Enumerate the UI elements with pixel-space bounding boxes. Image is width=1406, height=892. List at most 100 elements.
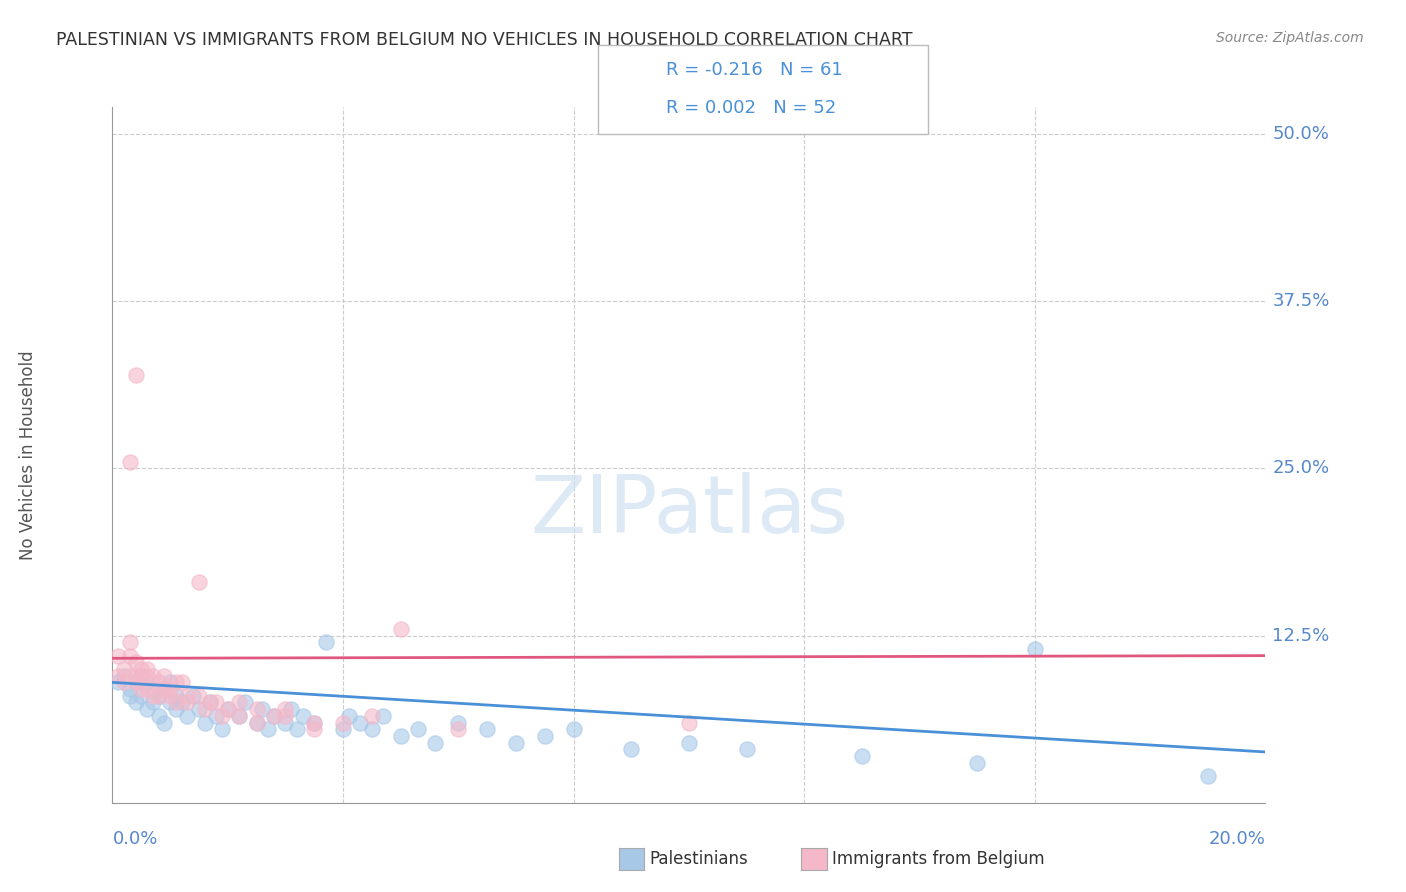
- Point: [389, 622, 412, 636]
- Point: [118, 635, 141, 649]
- Point: [107, 648, 129, 663]
- Text: 50.0%: 50.0%: [1272, 125, 1329, 143]
- Point: [194, 715, 217, 730]
- Point: [136, 662, 159, 676]
- Point: [332, 723, 354, 737]
- Point: [200, 696, 222, 710]
- Point: [304, 723, 326, 737]
- Text: Source: ZipAtlas.com: Source: ZipAtlas.com: [1216, 31, 1364, 45]
- Point: [129, 662, 153, 676]
- Point: [118, 689, 141, 703]
- Point: [228, 696, 250, 710]
- Point: [124, 675, 146, 690]
- Point: [447, 715, 470, 730]
- Point: [142, 681, 165, 696]
- Point: [332, 715, 354, 730]
- Point: [170, 696, 193, 710]
- Point: [211, 708, 233, 723]
- Point: [142, 669, 165, 683]
- Point: [274, 702, 297, 716]
- Point: [373, 708, 395, 723]
- Point: [562, 723, 585, 737]
- Point: [211, 723, 233, 737]
- Point: [170, 675, 193, 690]
- Point: [136, 669, 159, 683]
- Point: [349, 715, 371, 730]
- Point: [205, 696, 228, 710]
- Point: [304, 715, 326, 730]
- Point: [315, 635, 337, 649]
- Point: [142, 689, 165, 703]
- Point: [124, 696, 146, 710]
- Point: [148, 708, 170, 723]
- Point: [851, 749, 873, 764]
- Point: [233, 696, 256, 710]
- Point: [165, 675, 187, 690]
- Text: 25.0%: 25.0%: [1272, 459, 1330, 477]
- Point: [165, 696, 187, 710]
- Point: [124, 368, 146, 382]
- Point: [148, 675, 170, 690]
- Point: [475, 723, 498, 737]
- Point: [291, 708, 314, 723]
- Point: [124, 655, 146, 669]
- Point: [153, 715, 176, 730]
- Text: Palestinians: Palestinians: [650, 850, 748, 868]
- Point: [228, 708, 250, 723]
- Point: [252, 702, 274, 716]
- Point: [389, 729, 412, 743]
- Point: [118, 669, 141, 683]
- Point: [159, 689, 181, 703]
- Point: [280, 702, 302, 716]
- Point: [176, 689, 198, 703]
- Point: [107, 669, 129, 683]
- Point: [107, 675, 129, 690]
- Point: [118, 681, 141, 696]
- Point: [285, 723, 308, 737]
- Point: [176, 708, 198, 723]
- Point: [194, 702, 217, 716]
- Point: [159, 681, 181, 696]
- Point: [136, 675, 159, 690]
- Point: [337, 708, 360, 723]
- Point: [118, 455, 141, 469]
- Point: [165, 702, 187, 716]
- Point: [188, 575, 211, 590]
- Point: [257, 723, 280, 737]
- Point: [129, 681, 153, 696]
- Point: [966, 756, 988, 770]
- Point: [360, 723, 382, 737]
- Point: [136, 702, 159, 716]
- Point: [112, 662, 135, 676]
- Point: [274, 708, 297, 723]
- Point: [129, 689, 153, 703]
- Point: [118, 648, 141, 663]
- Point: [447, 723, 470, 737]
- Point: [360, 708, 382, 723]
- Point: [1024, 642, 1046, 657]
- Point: [263, 708, 285, 723]
- Point: [620, 742, 643, 756]
- Point: [274, 715, 297, 730]
- Point: [129, 669, 153, 683]
- Point: [245, 715, 267, 730]
- Point: [406, 723, 429, 737]
- Point: [153, 669, 176, 683]
- Text: 20.0%: 20.0%: [1209, 830, 1265, 847]
- Text: ZIPatlas: ZIPatlas: [530, 472, 848, 549]
- Point: [678, 735, 700, 749]
- Point: [200, 696, 222, 710]
- Point: [533, 729, 555, 743]
- Point: [188, 702, 211, 716]
- Point: [129, 669, 153, 683]
- Point: [188, 689, 211, 703]
- Point: [124, 675, 146, 690]
- Point: [678, 715, 700, 730]
- Point: [217, 702, 239, 716]
- Point: [176, 696, 198, 710]
- Text: R = -0.216   N = 61: R = -0.216 N = 61: [666, 62, 844, 79]
- Point: [165, 689, 187, 703]
- Point: [505, 735, 527, 749]
- Point: [142, 696, 165, 710]
- Point: [112, 669, 135, 683]
